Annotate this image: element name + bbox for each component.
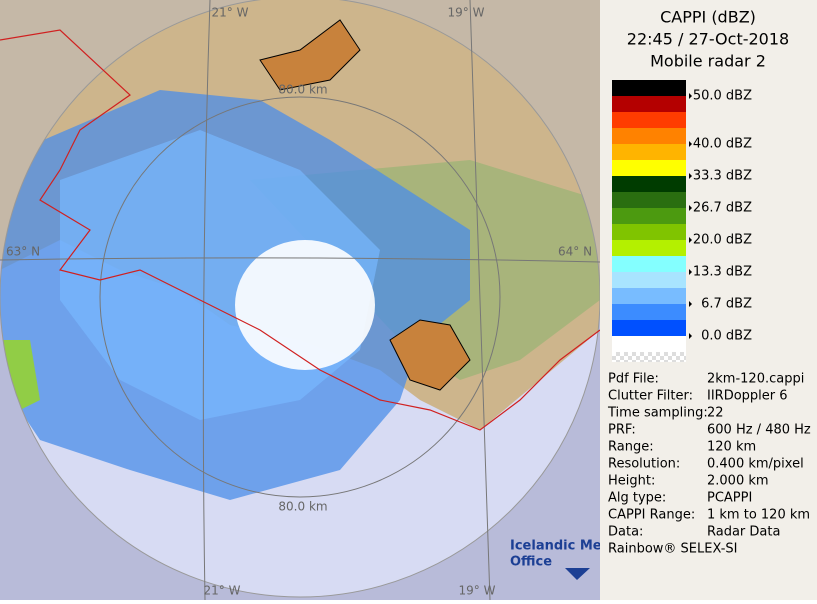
grid-label: 21° W	[212, 6, 249, 20]
legend-tick	[689, 205, 692, 211]
info-label: Pdf File:	[608, 372, 659, 387]
info-value: IIRDoppler 6	[707, 389, 788, 404]
legend-tick	[689, 93, 692, 99]
legend-swatch	[612, 336, 686, 352]
info-label: Alg type:	[608, 491, 666, 506]
panel-title: Mobile radar 2	[650, 52, 766, 71]
range-label: 80.0 km	[278, 83, 327, 97]
logo-text: Office	[510, 555, 552, 570]
legend-swatch	[612, 128, 686, 144]
legend-swatch	[612, 96, 686, 112]
logo-mark	[565, 568, 590, 580]
legend-swatch	[612, 144, 686, 160]
logo-text: Icelandic Met	[510, 539, 608, 554]
panel-title: CAPPI (dBZ)	[660, 8, 756, 27]
legend-label: 13.3 dBZ	[693, 265, 752, 280]
legend-label: 6.7 dBZ	[701, 297, 752, 312]
radar-coverage	[0, 0, 600, 597]
legend-swatch	[612, 112, 686, 128]
info-value: 0.400 km/pixel	[707, 457, 804, 472]
range-label: 80.0 km	[278, 500, 327, 514]
legend-tick	[689, 141, 692, 147]
legend-tick	[689, 237, 692, 243]
grid-label: 21° W	[204, 584, 241, 598]
legend-label: 33.3 dBZ	[693, 169, 752, 184]
info-label: PRF:	[608, 423, 636, 438]
grid-label: 19° W	[448, 6, 485, 20]
legend-tick	[689, 333, 692, 339]
info-value: PCAPPI	[707, 491, 752, 506]
info-value: Radar Data	[707, 525, 780, 540]
legend-label: 0.0 dBZ	[701, 329, 752, 344]
legend-swatch	[612, 240, 686, 256]
coastline	[0, 29, 601, 431]
legend-swatch	[612, 176, 686, 192]
info-value: 1 km to 120 km	[707, 508, 810, 523]
legend-swatch	[612, 80, 686, 96]
legend-label: 40.0 dBZ	[693, 137, 752, 152]
info-value: 2km-120.cappi	[707, 372, 804, 387]
info-value: 120 km	[707, 440, 756, 455]
legend-swatch	[612, 256, 686, 272]
info-label: Clutter Filter:	[608, 389, 693, 404]
legend-swatch	[612, 304, 686, 320]
legend-swatch	[612, 352, 686, 362]
legend-swatch	[612, 160, 686, 176]
islands	[259, 19, 471, 391]
info-value: 600 Hz / 480 Hz	[707, 423, 811, 438]
legend-swatch	[612, 224, 686, 240]
info-label: Range:	[608, 440, 654, 455]
legend-tick	[689, 301, 692, 307]
footer: Rainbow® SELEX-SI	[608, 542, 738, 557]
legend-tick	[689, 173, 692, 179]
info-label: CAPPI Range:	[608, 508, 695, 523]
legend-swatch	[612, 192, 686, 208]
info-label: Data:	[608, 525, 643, 540]
legend-swatch	[612, 208, 686, 224]
panel-title: 22:45 / 27-Oct-2018	[627, 30, 789, 49]
info-label: Height:	[608, 474, 655, 489]
legend-swatch	[612, 320, 686, 336]
info-value: 2.000 km	[707, 474, 769, 489]
info-label: Resolution:	[608, 457, 680, 472]
legend-label: 20.0 dBZ	[693, 233, 752, 248]
grid-label: 64° N	[558, 245, 592, 259]
legend-tick	[689, 269, 692, 275]
legend-label: 26.7 dBZ	[693, 201, 752, 216]
legend-swatch	[612, 272, 686, 288]
info-value: 22	[707, 406, 724, 421]
legend-label: 50.0 dBZ	[693, 89, 752, 104]
grid-label: 19° W	[459, 584, 496, 598]
grid-label: 63° N	[6, 245, 40, 259]
legend-swatch	[612, 288, 686, 304]
info-label: Time sampling:	[607, 406, 708, 421]
